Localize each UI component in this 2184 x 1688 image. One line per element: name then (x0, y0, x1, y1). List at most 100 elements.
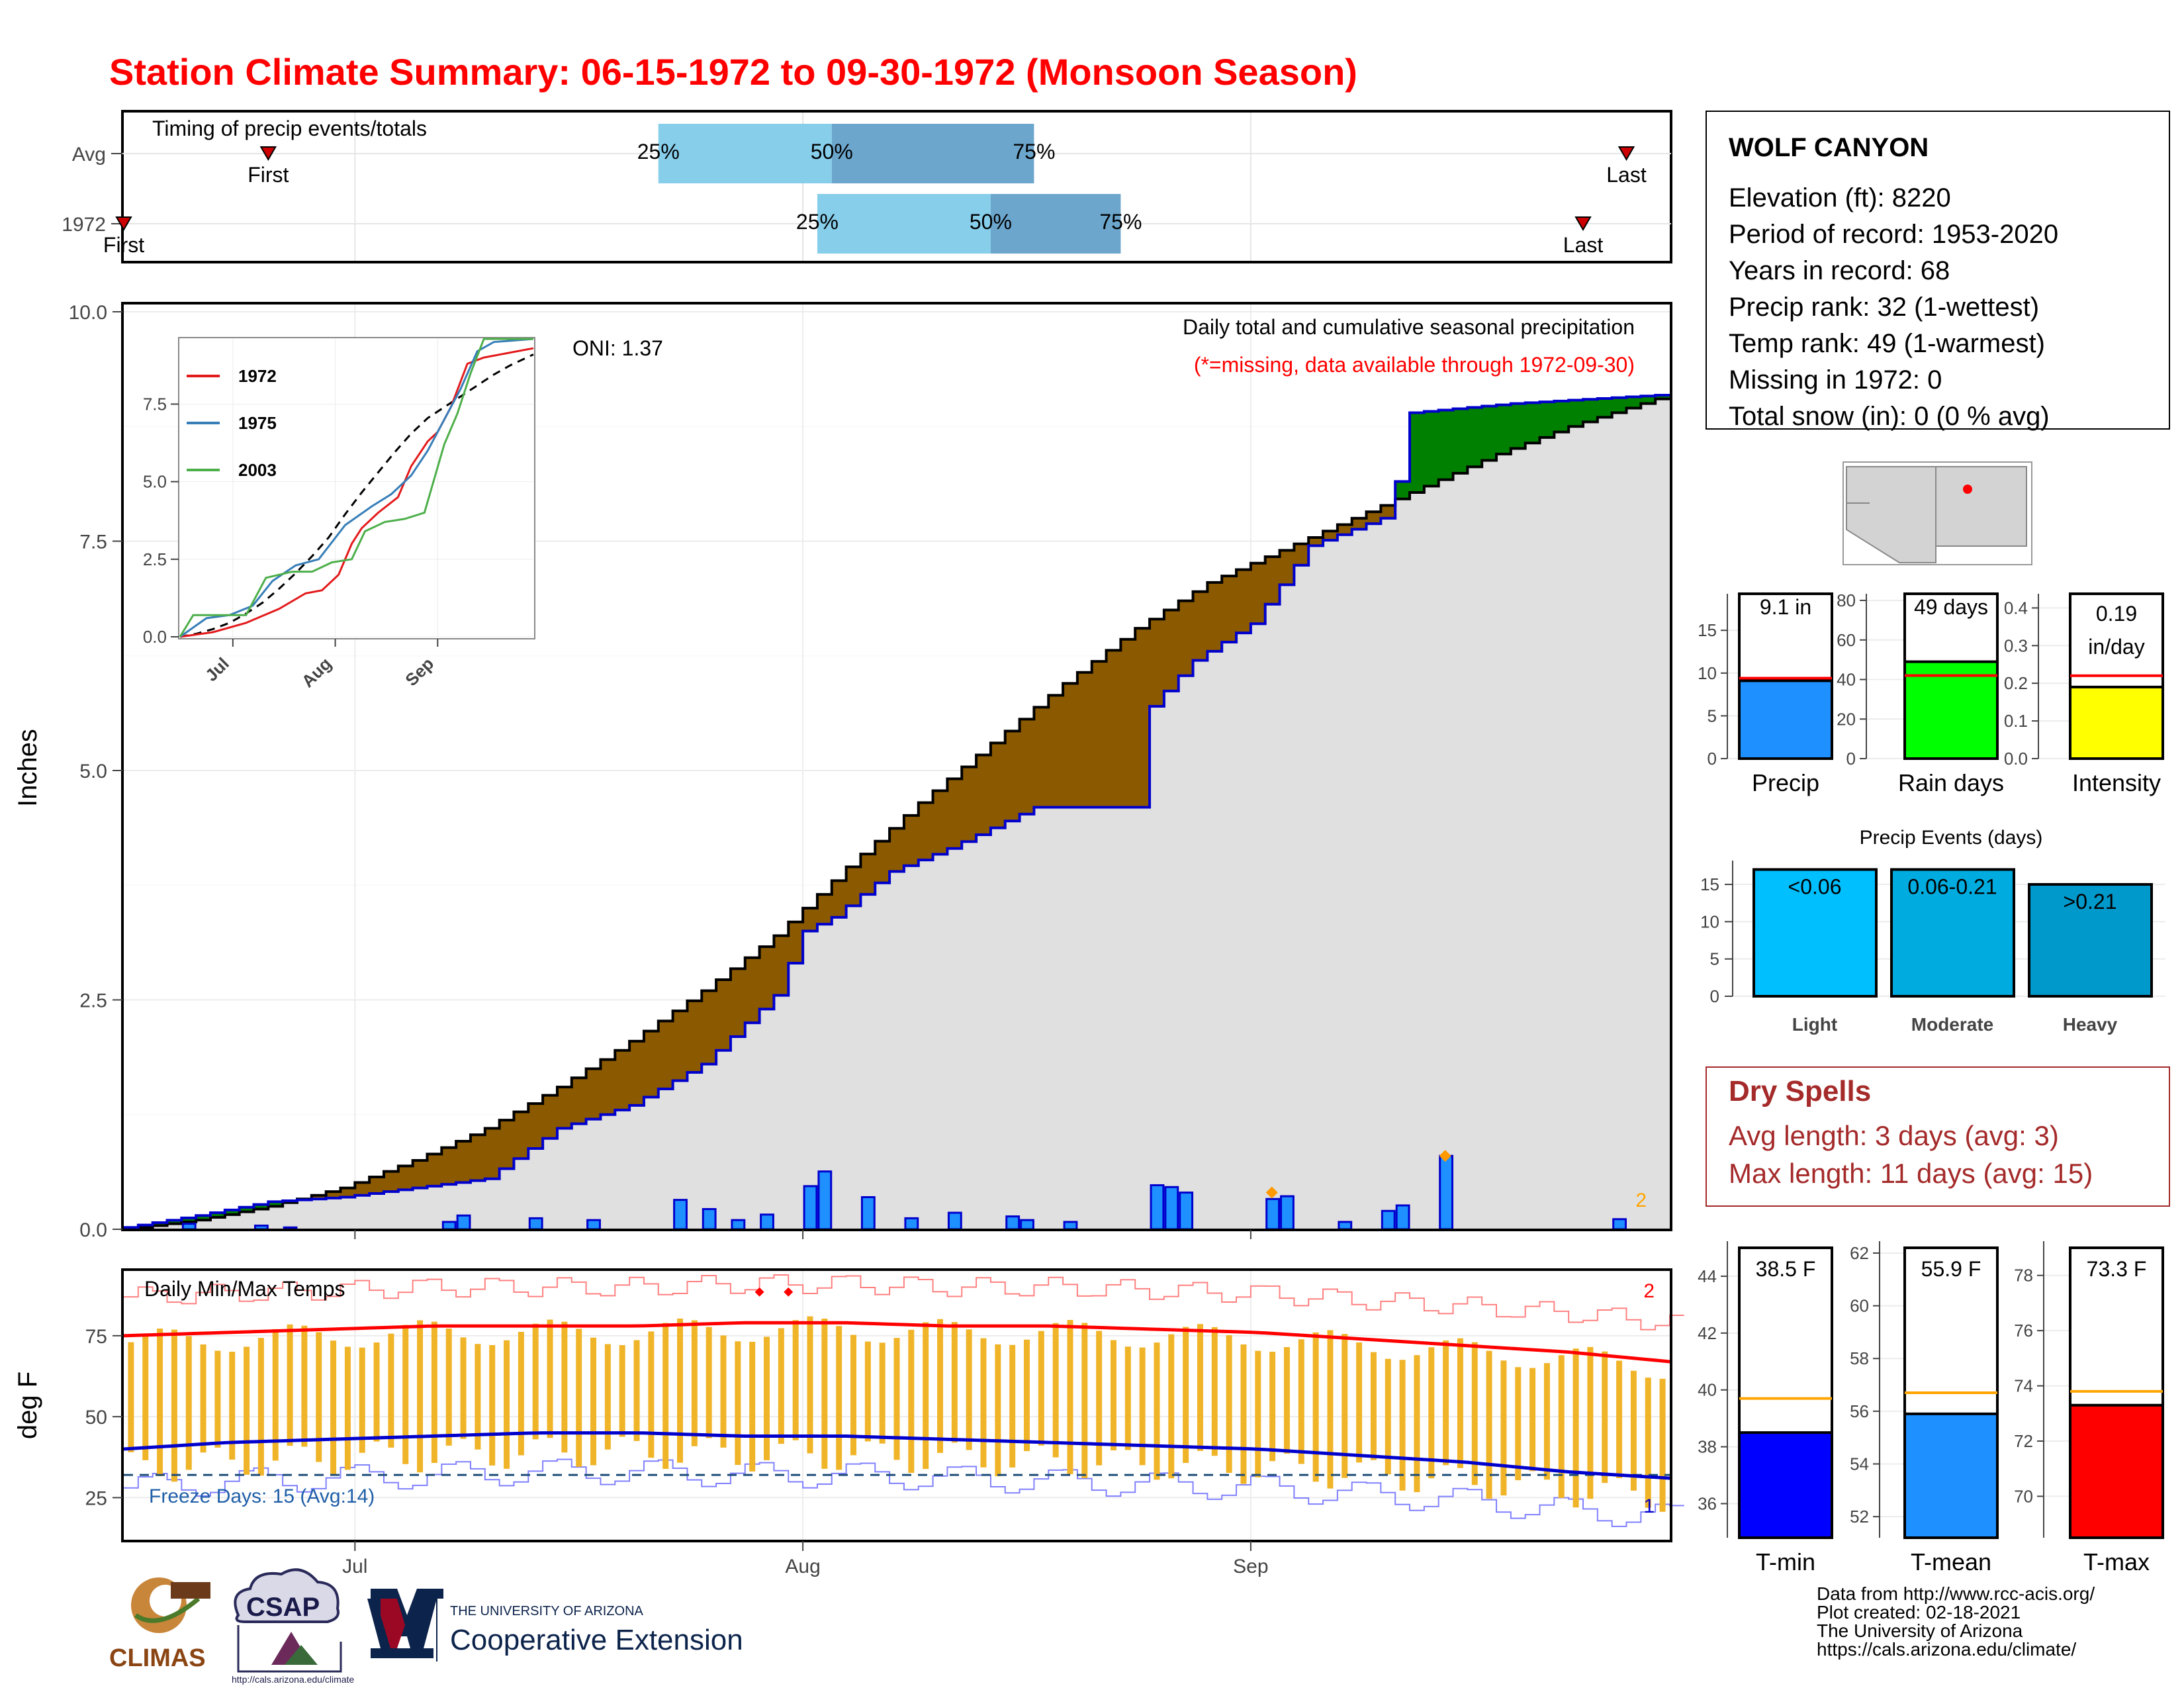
q50-label: 50% (811, 140, 853, 164)
small-chart-ytick-label: 0.0 (2004, 749, 2028, 769)
deficit-area-step (1019, 719, 1034, 814)
small-chart-ytick-label: 56 (1850, 1401, 1869, 1421)
station-precip-rank: Precip rank: 32 (1-wettest) (1729, 293, 2039, 322)
daily-precip-bar (456, 1214, 471, 1231)
month-tick-label: Sep (1233, 1556, 1268, 1577)
surplus-area-step (210, 1213, 226, 1217)
surplus-area-step (224, 1209, 240, 1215)
precip-ytick-label: 0.0 (79, 1219, 107, 1241)
timing-row-label: Avg (72, 144, 106, 165)
precip-missing-note: (*=missing, data available through 1972-… (1194, 353, 1635, 377)
temp-summary-category-label: T-mean (1911, 1548, 1991, 1575)
deficit-area-step (1106, 650, 1121, 808)
daily-precip-bar (947, 1211, 962, 1231)
data-credits: Data from http://www.rcc-acis.org/ Plot … (1817, 1583, 2095, 1660)
small-chart-ytick-label: 36 (1698, 1493, 1717, 1513)
temp-summary-bar (1903, 1412, 1999, 1539)
small-chart-ytick-label: 0.2 (2004, 673, 2028, 693)
deficit-area-step (355, 1182, 370, 1196)
small-chart-ytick-label: 78 (2014, 1266, 2033, 1286)
temp-ytick-label: 25 (85, 1487, 107, 1509)
deficit-area-step (528, 1103, 543, 1149)
surplus-area-step (1597, 399, 1613, 418)
daily-record-marker (1265, 1186, 1278, 1199)
season-total-rain-days: 0 20 40 60 80 49 days Rain days (1837, 590, 2004, 796)
deficit-area-step (586, 1068, 601, 1119)
temp-summary-bar (2069, 1403, 2164, 1540)
small-chart-ytick-label: 58 (1850, 1348, 1869, 1368)
dry-spells-title: Dry Spells (1729, 1075, 1871, 1107)
small-chart-ytick-label: 52 (1850, 1507, 1869, 1526)
surplus-area-step (268, 1201, 283, 1207)
daily-precip-bar (731, 1219, 746, 1231)
q25-label: 25% (796, 210, 839, 234)
small-chart-ytick-label: 44 (1698, 1266, 1717, 1286)
station-period: Period of record: 1953-2020 (1729, 220, 2058, 249)
record-high-marker (784, 1287, 794, 1297)
precip-panel: 0.0 2.5 5.0 7.5 10.0 Inches Daily total and … (13, 302, 1672, 1241)
deficit-area-step (398, 1166, 414, 1190)
season-total-unit-label: in/day (2088, 635, 2144, 659)
events-ytick-label: 15 (1700, 874, 1719, 894)
svg-text:CLIMAS: CLIMAS (109, 1644, 206, 1672)
timing-panel: Timing of precip events/totals Avg 25% 50%… (62, 110, 1672, 263)
temp-content (123, 1274, 1684, 1527)
small-chart-ytick-label: 42 (1698, 1323, 1717, 1343)
daily-precip-bar (1338, 1221, 1353, 1231)
last-event-label: Last (1606, 163, 1647, 187)
svg-text:http://cals.arizona.edu/climat: http://cals.arizona.edu/climate (232, 1674, 354, 1685)
events-ytick-label: 0 (1710, 986, 1719, 1006)
average-cumulative-line (124, 397, 1670, 1231)
deficit-area-step (846, 867, 861, 906)
deficit-area-step (918, 802, 934, 861)
deficit-area-step (1193, 591, 1208, 661)
deficit-area-step (1250, 563, 1266, 624)
daily-precip-bar (1395, 1204, 1410, 1231)
deficit-area-step (774, 935, 789, 996)
deficit-area-step (1381, 505, 1396, 518)
surplus-area-step (1467, 407, 1482, 467)
temp-ytick-label: 75 (85, 1326, 107, 1348)
surplus-area-step (152, 1223, 167, 1226)
temp-ytick-label: 50 (85, 1407, 107, 1429)
temp-ylabel: deg F (13, 1372, 42, 1439)
month-tick-label: Aug (785, 1556, 820, 1577)
precip-events-chart: Precip Events (days) 0 5 10 15 <0.06 Light 0.06… (1700, 827, 2165, 1035)
small-chart-ytick-label: 40 (1837, 670, 1856, 690)
deficit-area-step (383, 1171, 399, 1192)
dry-spells-max: Max length: 11 days (avg: 15) (1729, 1158, 2093, 1189)
small-chart-ytick-label: 38 (1698, 1437, 1717, 1457)
page-title: Station Climate Summary: 06-15-1972 to 0… (109, 51, 1357, 93)
last-event-marker (1574, 216, 1592, 231)
deficit-area-step (947, 778, 962, 849)
deficit-area-step (340, 1188, 355, 1197)
small-chart-ytick-label: 5 (1707, 706, 1717, 726)
arizona-shape (1846, 466, 1936, 563)
temp-panel: 25 50 75 deg F Daily Min/Max Temps Freeze … (13, 1268, 1684, 1577)
avg-tmax-line (123, 1321, 1670, 1364)
credit-line-4: https://cals.arizona.edu/climate/ (1817, 1639, 2076, 1660)
season-total-bar (1738, 679, 1833, 761)
deficit-area-step (484, 1128, 500, 1179)
temp-summary-value-label: 38.5 F (1756, 1257, 1816, 1281)
daily-precip-bar (1150, 1184, 1165, 1231)
small-chart-ytick-label: 76 (2014, 1321, 2033, 1340)
deficit-area-step (860, 854, 876, 895)
season-total-intensity: 0.0 0.1 0.2 0.3 0.4 0.19 in/day Intensity (2004, 592, 2164, 796)
small-chart-ytick-label: 54 (1850, 1454, 1869, 1474)
surplus-area-step (1583, 399, 1598, 422)
deficit-area-step (1279, 550, 1295, 585)
daily-precip-bar (1439, 1154, 1454, 1231)
first-event-label: First (248, 163, 289, 187)
deficit-area-step (788, 921, 803, 964)
small-chart-ytick-label: 0.4 (2004, 598, 2028, 618)
quartile-50-75-bar (831, 124, 1034, 183)
new-mexico-shape (1935, 466, 2027, 547)
surplus-area-step (196, 1215, 211, 1221)
surplus-area-step (253, 1204, 269, 1209)
daily-record-marker (1439, 1150, 1451, 1162)
surplus-area-step (1612, 397, 1627, 413)
small-chart-ytick-label: 0 (1707, 749, 1717, 769)
inset-legend-label: 2003 (238, 460, 277, 480)
deficit-area-step (1294, 543, 1309, 565)
